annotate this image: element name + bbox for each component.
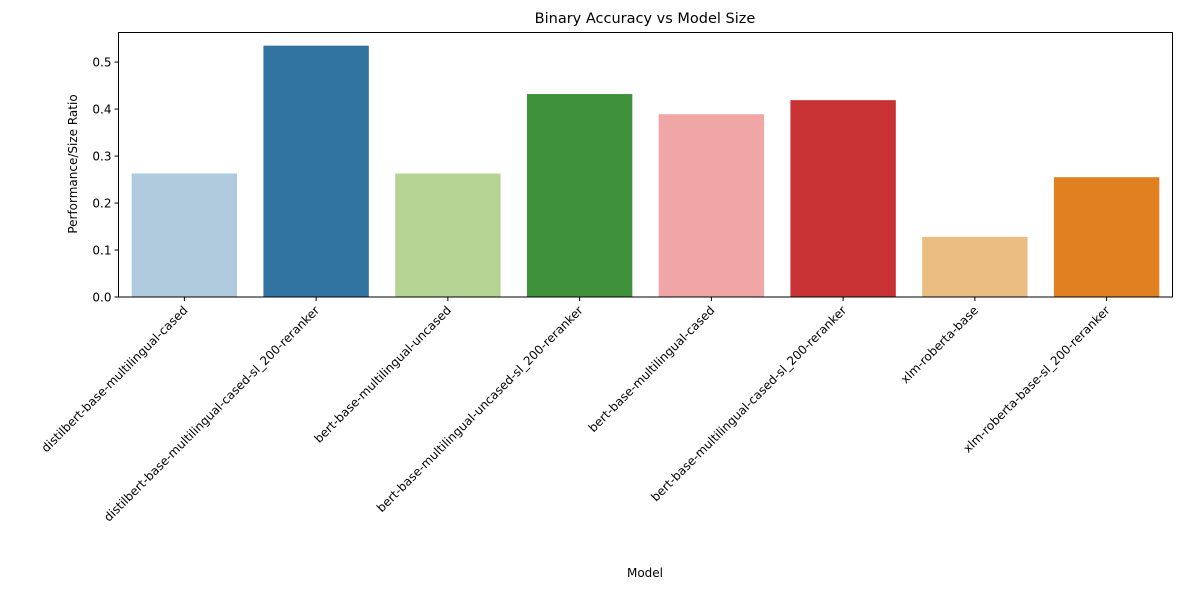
plot-frame (118, 32, 1173, 298)
bar-6 (922, 236, 1028, 297)
x-tick-label-0: distilbert-base-multilingual-cased (39, 303, 191, 455)
x-tick-label-1: distilbert-base-multilingual-cased-sl_20… (101, 303, 322, 524)
bar-7 (1053, 177, 1160, 297)
y-tick-label-1: 0.1 (92, 244, 111, 258)
y-tick-label-4: 0.4 (92, 103, 111, 117)
y-tick-label-3: 0.3 (92, 150, 111, 164)
y-axis-label: Performance/Size Ratio (66, 94, 80, 233)
bar-4 (658, 114, 765, 297)
y-tick-label-0: 0.0 (92, 291, 111, 305)
bar-2 (395, 173, 501, 297)
x-axis-label: Model (627, 566, 663, 580)
x-tick-label-3: bert-base-multilingual-uncased-sl_200-re… (374, 303, 586, 515)
bar-0 (131, 173, 238, 297)
bar-5 (790, 100, 896, 298)
x-tick-label-6: xlm-roberta-base (898, 303, 981, 386)
x-tick-label-4: bert-base-multilingual-cased (586, 303, 718, 435)
bar-1 (263, 45, 369, 298)
chart-title: Binary Accuracy vs Model Size (535, 11, 756, 27)
y-tick-label-5: 0.5 (92, 56, 111, 70)
bar-3 (526, 94, 633, 297)
y-tick-label-2: 0.2 (92, 197, 111, 211)
x-tick-label-7: xlm-roberta-base-sl_200-reranker (960, 303, 1112, 455)
x-tick-label-2: bert-base-multilingual-uncased (312, 303, 454, 445)
